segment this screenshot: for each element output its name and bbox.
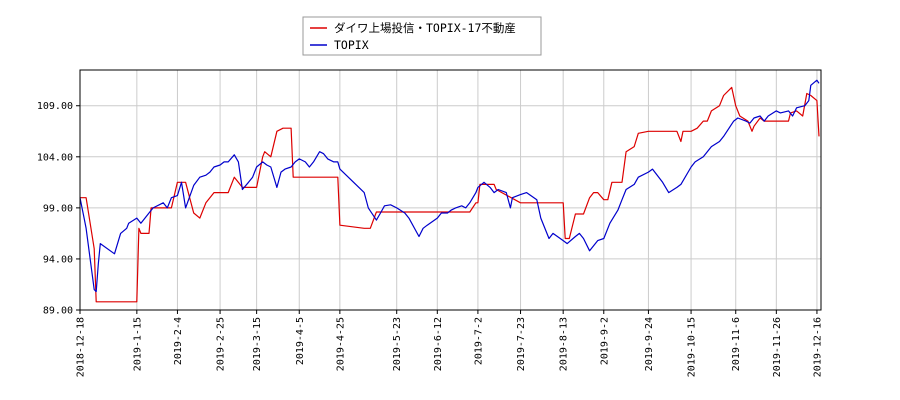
x-tick-label: 2019-4-5 [295,317,306,365]
grid-lines [79,70,821,311]
y-tick-label: 99.00 [43,203,73,214]
x-tick-label: 2019-5-23 [392,317,403,371]
x-tick-label: 2019-11-6 [731,317,742,371]
x-tick-label: 2018-12-18 [76,317,87,377]
x-tick-label: 2019-2-4 [173,317,184,365]
x-tick-label: 2019-11-26 [772,317,783,377]
y-tick-label: 94.00 [43,254,73,265]
y-tick-label: 109.00 [37,101,73,112]
y-tick-label: 89.00 [43,306,73,317]
y-axis: 89.00 94.00 99.00 104.00 109.00 [37,101,80,317]
x-tick-label: 2019-10-15 [687,317,698,377]
x-tick-label: 2019-9-2 [599,317,610,365]
x-tick-label: 2019-4-25 [335,317,346,371]
x-tick-label: 2019-3-15 [252,317,263,371]
series-lines [79,79,820,303]
legend: ダイワ上場投信・TOPIX-17不動産 TOPIX [302,16,542,56]
x-tick-label: 2019-12-16 [812,317,823,377]
legend-label-topix: TOPIX [334,38,369,52]
x-tick-label: 2019-2-25 [216,317,227,371]
y-tick-label: 104.00 [37,152,73,163]
x-tick-label: 2019-1-15 [132,317,143,371]
series-line-topix [79,79,820,293]
x-tick-label: 2019-7-2 [473,317,484,365]
x-tick-label: 2019-9-24 [644,317,655,371]
series-line-realestate [80,86,820,303]
x-tick-label: 2019-8-13 [559,317,570,371]
x-tick-label: 2019-6-12 [433,317,444,371]
legend-label-realestate: ダイワ上場投信・TOPIX-17不動産 [334,21,516,35]
legend-box [302,16,542,56]
plot-area-frame [79,69,822,311]
x-axis: 2018-12-18 2019-1-15 2019-2-4 2019-2-25 2019… [76,310,823,377]
x-tick-label: 2019-7-23 [516,317,527,371]
